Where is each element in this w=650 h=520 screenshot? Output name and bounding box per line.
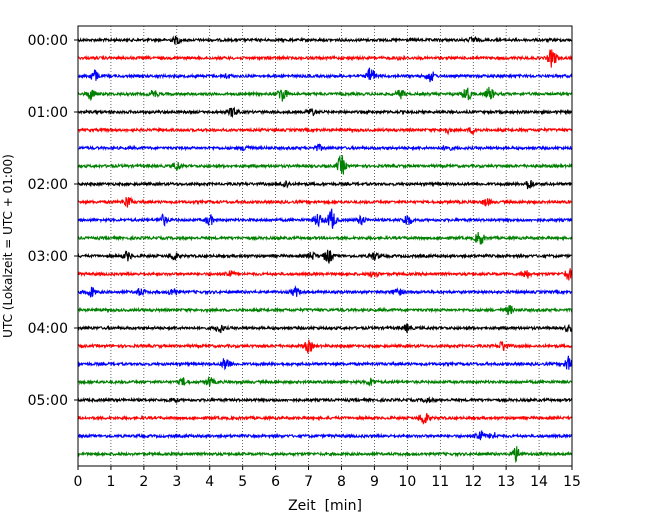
trace-line <box>77 339 573 355</box>
y-tick-label: 02:00 <box>28 177 68 193</box>
trace-line <box>77 322 573 334</box>
y-tick-label: 05:00 <box>28 393 68 409</box>
x-tick-label: 9 <box>370 474 379 490</box>
x-tick-label: 14 <box>530 474 548 490</box>
trace-line <box>77 180 573 190</box>
y-tick-label: 01:00 <box>28 105 68 121</box>
trace-line <box>77 67 573 83</box>
x-tick-label: 4 <box>205 474 214 490</box>
x-axis-label: Zeit [min] <box>288 498 362 514</box>
plot-frame <box>77 25 573 467</box>
grid-lines <box>110 26 540 466</box>
x-tick-label: 10 <box>398 474 416 490</box>
x-tick-label: 8 <box>337 474 346 490</box>
trace-line <box>77 231 573 245</box>
trace-line <box>77 126 573 136</box>
y-tick-label: 04:00 <box>28 321 68 337</box>
trace-line <box>77 430 573 441</box>
trace-line <box>77 196 573 208</box>
x-tick-label: 11 <box>431 474 449 490</box>
x-tick-label: 7 <box>304 474 313 490</box>
trace-line <box>77 249 573 264</box>
trace-line <box>77 35 573 46</box>
trace-line <box>77 86 573 102</box>
y-axis-label: UTC (Lokalzeit = UTC + 01:00) <box>1 154 15 338</box>
y-axis-ticks: 00:00 01:00 02:00 03:00 04:00 05:00 <box>28 33 78 409</box>
x-axis-ticks: 0 1 2 3 4 5 6 7 8 9 10 11 12 13 14 15 <box>74 466 581 490</box>
trace-line <box>77 106 573 119</box>
x-tick-label: 15 <box>563 474 581 490</box>
trace-line <box>77 355 573 371</box>
x-tick-label: 5 <box>238 474 247 490</box>
trace-line <box>77 154 573 175</box>
trace-line <box>77 375 573 387</box>
x-tick-label: 2 <box>139 474 148 490</box>
x-tick-label: 12 <box>464 474 482 490</box>
trace-line <box>77 208 573 229</box>
trace-line <box>77 446 573 464</box>
trace-line <box>77 49 573 68</box>
trace-line <box>77 413 573 425</box>
trace-line <box>77 268 573 281</box>
x-tick-label: 6 <box>271 474 280 490</box>
trace-line <box>77 396 573 405</box>
x-tick-label: 3 <box>172 474 181 490</box>
x-tick-label: 13 <box>497 474 515 490</box>
x-tick-label: 1 <box>106 474 115 490</box>
trace-line <box>77 143 573 152</box>
trace-line <box>77 284 573 298</box>
trace-line <box>77 305 573 316</box>
y-tick-label: 00:00 <box>28 33 68 49</box>
x-tick-label: 0 <box>74 474 83 490</box>
trace-series <box>77 35 573 464</box>
y-tick-label: 03:00 <box>28 249 68 265</box>
